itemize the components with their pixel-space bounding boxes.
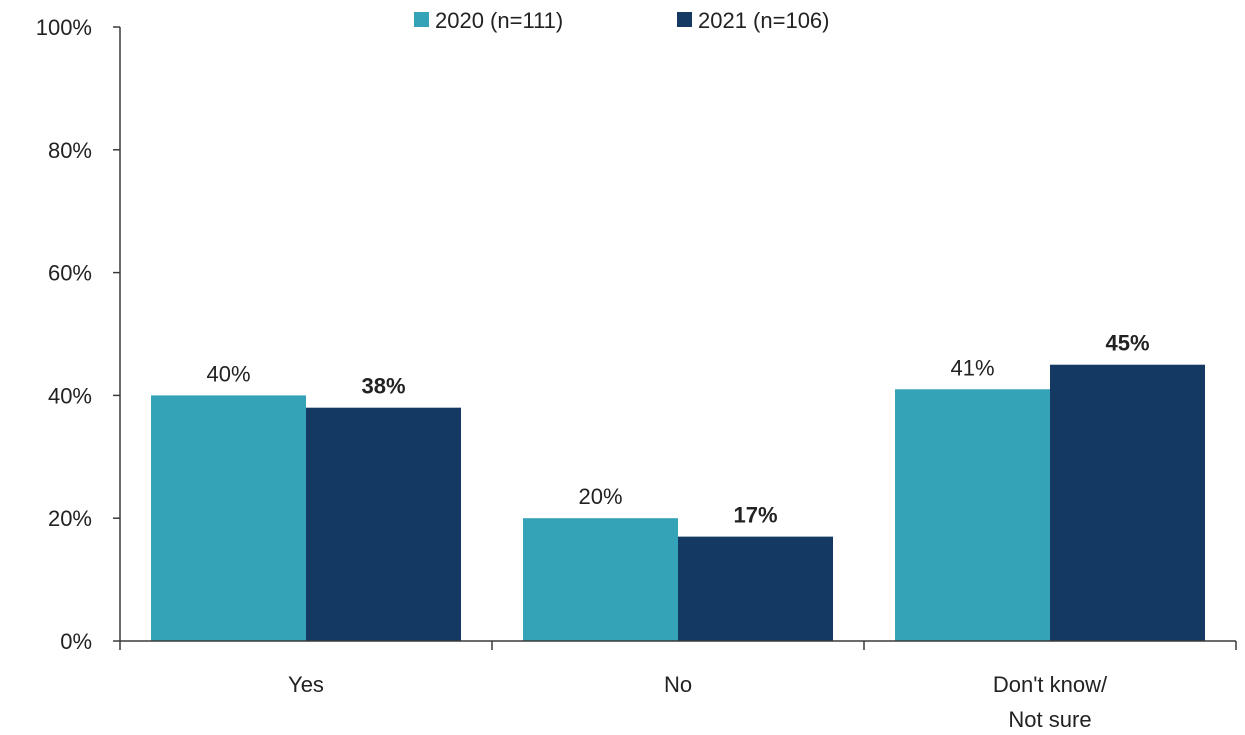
- legend-swatch: [677, 12, 692, 27]
- bar: [895, 389, 1050, 641]
- y-tick-label: 60%: [48, 261, 92, 286]
- bar: [523, 518, 678, 641]
- legend-label: 2020 (n=111): [435, 8, 563, 33]
- x-category-label: No: [664, 672, 692, 697]
- data-label: 41%: [950, 355, 994, 380]
- data-label: 17%: [733, 503, 777, 528]
- x-axis: Yes No Don't know/Not sure: [119, 640, 1237, 732]
- y-tick-label: 100%: [36, 15, 92, 40]
- y-tick-label: 80%: [48, 138, 92, 163]
- bar: [1050, 364, 1205, 641]
- x-category-label: Not sure: [1008, 707, 1091, 732]
- data-label: 40%: [206, 361, 250, 386]
- x-category-label: Yes: [288, 672, 324, 697]
- data-label: 20%: [578, 484, 622, 509]
- data-label: 45%: [1105, 331, 1149, 356]
- x-category-label: Don't know/: [993, 672, 1108, 697]
- y-tick-label: 0%: [60, 629, 92, 654]
- data-labels: 40% 20% 41% 38% 17% 45%: [206, 331, 1149, 528]
- bar: [306, 407, 461, 641]
- y-axis: 0% 20% 40% 60% 80% 100%: [36, 15, 121, 654]
- bar: [151, 395, 306, 641]
- data-label: 38%: [361, 374, 405, 399]
- bar: [678, 536, 833, 641]
- y-tick-label: 40%: [48, 383, 92, 408]
- legend-swatch: [414, 12, 429, 27]
- bars: [151, 364, 1205, 641]
- legend-label: 2021 (n=106): [698, 8, 830, 33]
- y-tick-label: 20%: [48, 506, 92, 531]
- legend: 2020 (n=111) 2021 (n=106): [414, 8, 830, 33]
